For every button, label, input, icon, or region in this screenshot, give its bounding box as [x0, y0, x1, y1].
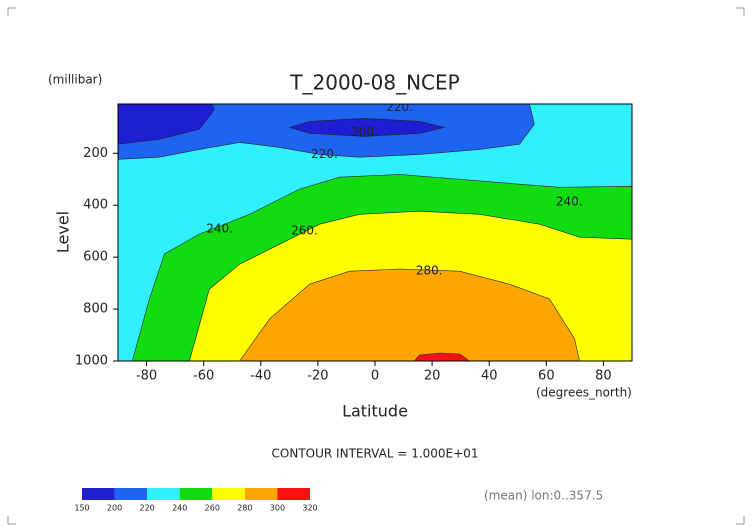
- colorbar-label: 280: [237, 504, 252, 513]
- colorbar-label: 220: [140, 504, 155, 513]
- x-tick-label: -40: [250, 369, 271, 384]
- contour-label: 220.: [386, 100, 413, 114]
- x-tick-label: 80: [595, 369, 612, 384]
- colorbar-label: 240: [172, 504, 187, 513]
- colorbar-box: [82, 488, 115, 500]
- x-tick-label: -60: [193, 369, 214, 384]
- y-units: (millibar): [48, 73, 102, 87]
- x-axis-label: Latitude: [342, 402, 408, 421]
- x-tick-label: 40: [481, 369, 498, 384]
- y-tick-label: 600: [83, 250, 108, 265]
- x-tick-label: -20: [307, 369, 328, 384]
- colorbar-box: [147, 488, 180, 500]
- annotation: (mean) lon:0..357.5: [484, 489, 603, 503]
- y-tick-label: 800: [83, 302, 108, 317]
- colorbar-label: 300: [270, 504, 285, 513]
- contour-region: [239, 268, 580, 361]
- colorbar-box: [212, 488, 245, 500]
- plot-area: 220. 200. 220. 240. 240. 260. 280.: [118, 100, 632, 361]
- colorbar-label: 260: [205, 504, 220, 513]
- contour-label: 200.: [351, 125, 378, 139]
- contour-region: [414, 352, 471, 361]
- x-tick-label: 20: [424, 369, 441, 384]
- contour-region: [288, 117, 445, 137]
- y-tick-label: 1000: [75, 354, 108, 369]
- y-tick-label: 200: [83, 146, 108, 161]
- y-axis-label: Level: [54, 211, 73, 253]
- colorbar-label: 200: [107, 504, 122, 513]
- colorbar-box: [277, 488, 310, 500]
- corner-marks: [7, 7, 745, 525]
- contour-region: [118, 104, 215, 145]
- contour-label: 260.: [291, 224, 318, 238]
- colorbar-label: 150: [74, 504, 89, 513]
- x-tick-label: 60: [538, 369, 555, 384]
- y-tick-label: 400: [83, 198, 108, 213]
- colorbar-box: [244, 488, 278, 500]
- x-units: (degrees_north): [536, 386, 632, 400]
- contour-label: 240.: [206, 222, 233, 236]
- contour-label: 280.: [416, 264, 443, 278]
- contour-label: 240.: [556, 195, 583, 209]
- x-tick-label: 0: [371, 369, 379, 384]
- chart-title: T_2000-08_NCEP: [289, 71, 459, 95]
- x-tick-label: -80: [136, 369, 157, 384]
- contour-label: 220.: [311, 147, 338, 161]
- colorbar-label: 320: [302, 504, 317, 513]
- colorbar-box: [114, 488, 148, 500]
- footnote: CONTOUR INTERVAL = 1.000E+01: [272, 447, 479, 461]
- colorbar-box: [179, 488, 213, 500]
